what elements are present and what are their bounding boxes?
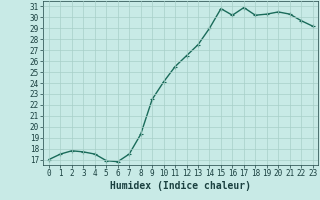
X-axis label: Humidex (Indice chaleur): Humidex (Indice chaleur) (110, 181, 251, 191)
